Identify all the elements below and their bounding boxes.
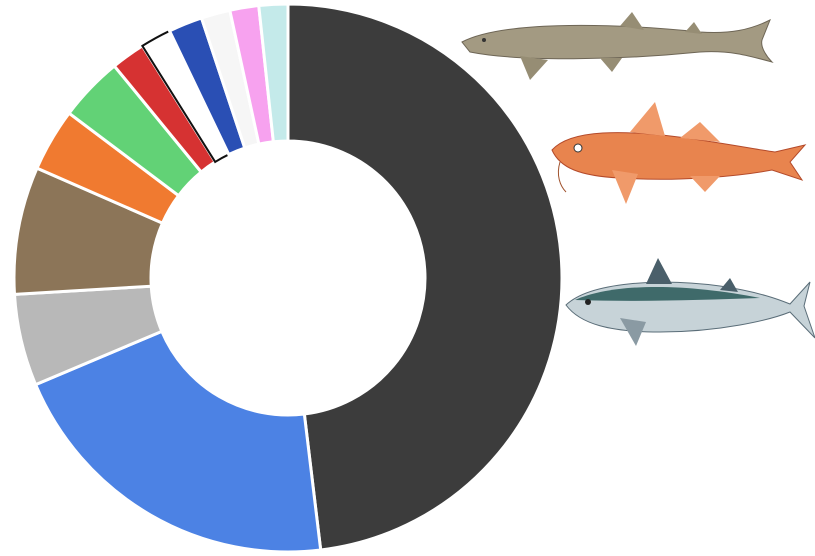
mackerel-illustration (565, 258, 815, 346)
donut-slice (286, 2, 564, 552)
red-mullet-illustration (551, 102, 807, 204)
donut-slice (33, 329, 323, 554)
donut-slice (257, 2, 290, 144)
donut (12, 2, 564, 554)
shark-illustration (461, 12, 774, 80)
